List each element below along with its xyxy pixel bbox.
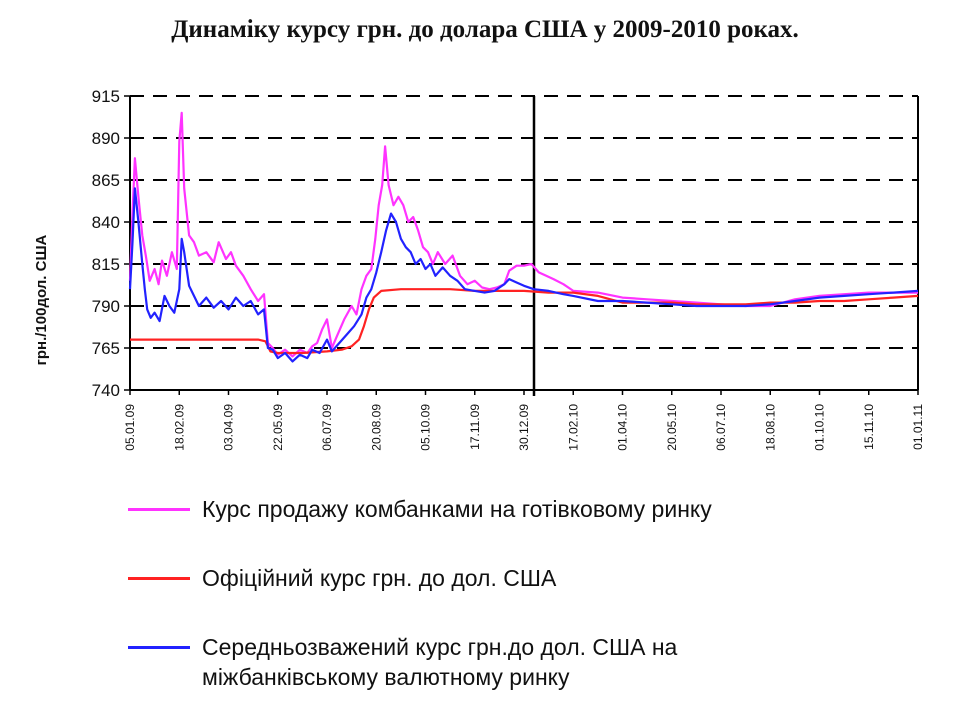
x-tick-label: 03.04.09	[222, 404, 236, 451]
x-tick-label: 22.05.09	[271, 404, 285, 451]
x-tick-label: 18.08.10	[763, 404, 777, 451]
legend-item-cash-rate: Курс продажу комбанками на готівковому р…	[128, 494, 902, 524]
x-tick-label: 06.07.09	[320, 404, 334, 451]
y-tick-label: 890	[92, 129, 120, 148]
legend-swatch-interbank-rate	[128, 646, 190, 649]
legend-label-cash-rate: Курс продажу комбанками на готівковому р…	[202, 496, 712, 522]
y-tick-label: 790	[92, 297, 120, 316]
y-tick-labels: 740 765 790 815 840 865 890 915	[92, 87, 120, 400]
y-axis-label: грн./100дол. США	[33, 234, 50, 365]
x-tick-label: 30.12.09	[517, 404, 531, 451]
legend-swatch-official-rate	[128, 577, 190, 580]
line-chart: 740 765 790 815 840 865 890 915 05.01.09 18.02.0…	[33, 87, 925, 451]
y-tick-label: 740	[92, 381, 120, 400]
x-tick-label: 06.07.10	[714, 404, 728, 451]
x-tick-label: 15.11.10	[862, 404, 876, 450]
y-tick-label: 915	[92, 87, 120, 106]
x-tick-label: 17.02.10	[566, 404, 580, 451]
gridlines	[130, 95, 918, 349]
x-tick-label: 20.05.10	[665, 404, 679, 451]
y-tick-label: 815	[92, 255, 120, 274]
x-tick-label: 20.08.09	[369, 404, 383, 451]
series-line-interbank-rate	[128, 187, 919, 363]
x-tick-label: 05.01.09	[123, 404, 137, 451]
y-tick-label: 765	[92, 339, 120, 358]
legend-swatch-cash-rate	[128, 508, 190, 511]
x-tick-labels: 05.01.09 18.02.09 03.04.09 22.05.09 06.07.09…	[123, 404, 925, 451]
axes	[124, 95, 919, 396]
x-tick-label: 01.10.10	[813, 404, 827, 451]
series-line-official-rate	[130, 288, 919, 355]
legend-label-official-rate: Офіційний курс грн. до дол. США	[202, 565, 557, 591]
x-tick-label: 18.02.09	[172, 404, 186, 451]
legend-label-interbank-rate: Середньозважений курс грн.до дол. США на…	[202, 634, 678, 690]
series-lines	[128, 111, 919, 363]
x-tick-label: 17.11.09	[468, 404, 482, 450]
x-tick-label: 05.10.09	[419, 404, 433, 451]
x-tick-label: 01.04.10	[616, 404, 630, 451]
x-tick-label: 01.01.11	[911, 404, 925, 450]
y-tick-label: 840	[92, 213, 120, 232]
series-line-cash-rate	[128, 111, 918, 358]
y-tick-label: 865	[92, 171, 120, 190]
legend-item-official-rate: Офіційний курс грн. до дол. США	[128, 563, 902, 593]
legend-item-interbank-rate: Середньозважений курс грн.до дол. США на…	[128, 632, 822, 692]
chart-title: Динаміку курсу грн. до долара США у 2009…	[171, 16, 799, 43]
